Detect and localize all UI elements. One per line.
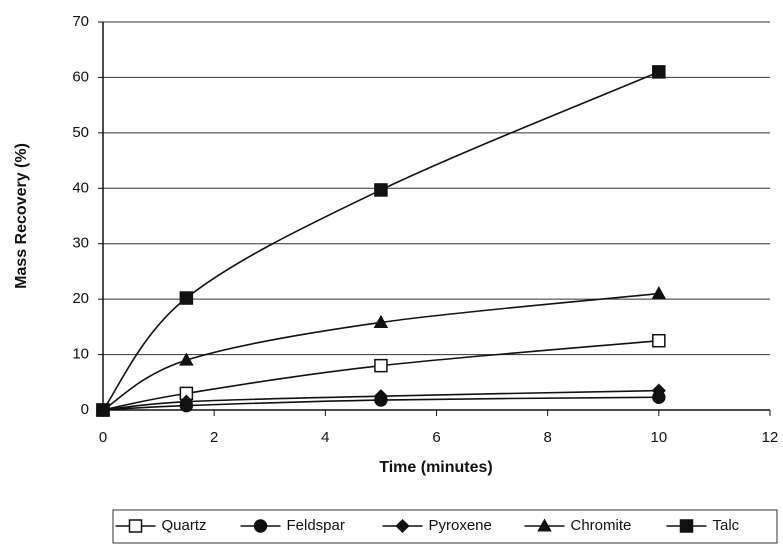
data-point	[651, 286, 667, 300]
data-point	[374, 358, 388, 373]
y-tick-label: 50	[72, 124, 89, 141]
data-point	[96, 403, 110, 417]
series-line	[102, 292, 659, 411]
series-line	[102, 389, 659, 411]
data-point	[373, 314, 389, 328]
legend-label: Pyroxene	[429, 517, 492, 534]
legend-box	[112, 509, 778, 544]
y-axis-title: Mass Recovery (%)	[13, 143, 30, 289]
legend-label: Quartz	[162, 517, 207, 534]
x-tick-label: 4	[321, 429, 329, 446]
data-point	[179, 394, 194, 409]
legend-marker	[395, 518, 410, 534]
y-tick-label: 10	[72, 346, 89, 363]
legend-marker	[253, 519, 268, 533]
x-tick-label: 0	[99, 429, 107, 446]
y-tick-label: 20	[72, 290, 89, 307]
y-tick-label: 60	[72, 68, 89, 85]
legend-label: Chromite	[571, 517, 632, 534]
legend-marker	[537, 518, 552, 532]
data-point	[651, 383, 666, 398]
legend: Quartz Feldspar Pyroxene Chromite Talc	[112, 509, 778, 544]
y-tick-label: 0	[81, 401, 89, 418]
legend-label: Feldspar	[287, 517, 345, 534]
data-point	[652, 333, 666, 348]
x-tick-label: 12	[762, 429, 779, 446]
legend-label: Talc	[713, 517, 740, 534]
legend-marker	[128, 519, 143, 533]
y-tick-label: 40	[72, 179, 89, 196]
series-line	[102, 71, 660, 411]
x-tick-label: 2	[210, 429, 218, 446]
y-tick-label: 30	[72, 235, 89, 252]
x-axis-title: Time (minutes)	[379, 459, 493, 476]
series-line	[102, 339, 659, 411]
legend-marker	[679, 519, 694, 533]
x-tick-label: 10	[650, 429, 667, 446]
series-line	[102, 396, 659, 411]
x-tick-label: 8	[543, 429, 551, 446]
y-tick-label: 70	[72, 13, 89, 30]
data-point	[652, 65, 666, 79]
data-point	[374, 183, 388, 197]
data-point	[179, 352, 194, 366]
data-point	[179, 291, 194, 305]
data-point	[373, 389, 388, 404]
x-tick-label: 6	[432, 429, 440, 446]
